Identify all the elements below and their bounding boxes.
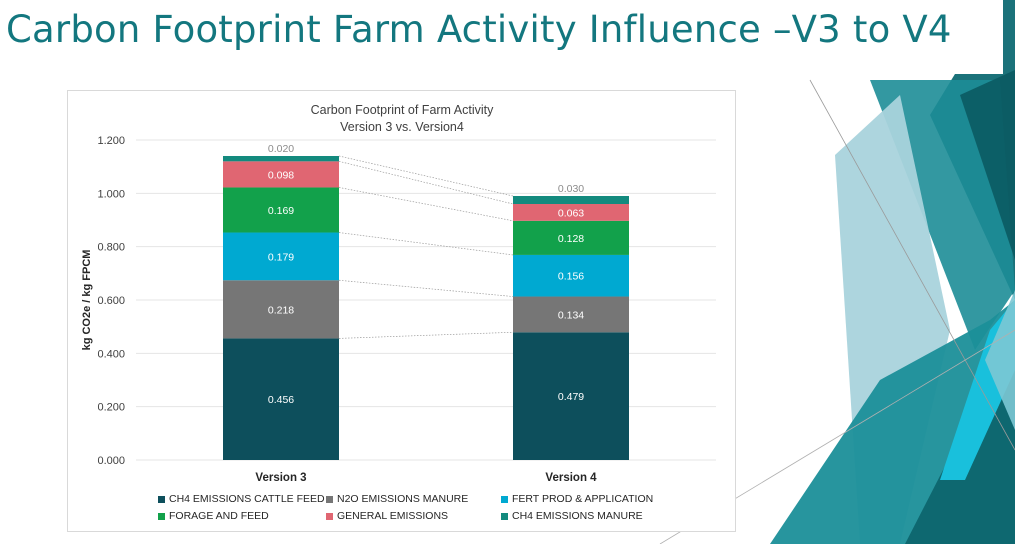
legend-item: FORAGE AND FEED — [158, 510, 269, 522]
chart-subtitle: Version 3 vs. Version4 — [340, 120, 464, 134]
legend-swatch — [326, 512, 333, 520]
data-label: 0.030 — [558, 183, 584, 195]
bar-segment — [223, 187, 339, 233]
data-label: 0.098 — [268, 169, 294, 181]
bar-segment — [513, 204, 629, 221]
bar-segment — [223, 280, 339, 339]
chart-title: Carbon Footprint of Farm Activity — [311, 103, 494, 117]
y-tick-label: 0.200 — [97, 402, 125, 414]
x-category-label: Version 4 — [545, 472, 597, 484]
stacked-bar-chart: Carbon Footprint of Farm Activity Version… — [81, 103, 716, 484]
bar-segment — [223, 338, 339, 460]
legend-item: CH4 EMISSIONS MANURE — [501, 510, 643, 522]
bar-segment — [513, 254, 629, 297]
bar-segment — [513, 196, 629, 204]
data-label: 0.128 — [558, 233, 584, 245]
data-label: 0.169 — [268, 205, 294, 217]
legend-label: FORAGE AND FEED — [169, 510, 269, 522]
deco-shape-light-right — [985, 290, 1015, 430]
legend-item: FERT PROD & APPLICATION — [501, 493, 653, 505]
connector-line — [338, 279, 514, 297]
legend-item: N2O EMISSIONS MANURE — [326, 493, 468, 505]
connector-line — [338, 160, 514, 205]
slide-title: Carbon Footprint Farm Activity Influence… — [6, 8, 952, 51]
legend-swatch — [501, 512, 508, 520]
title-backdrop — [0, 0, 1003, 74]
x-category-label: Version 3 — [255, 472, 306, 484]
bar-segment — [513, 296, 629, 333]
bar-segment — [513, 220, 629, 255]
legend-swatch — [326, 495, 333, 503]
data-label: 0.479 — [558, 391, 584, 403]
connector-line — [338, 155, 514, 197]
data-label: 0.218 — [268, 304, 294, 316]
legend-label: GENERAL EMISSIONS — [337, 510, 449, 522]
data-label: 0.179 — [268, 251, 294, 263]
legend-label: CH4 EMISSIONS MANURE — [512, 510, 643, 522]
connector-line — [338, 187, 514, 222]
y-tick-label: 1.000 — [97, 188, 125, 200]
legend-swatch — [158, 512, 165, 520]
data-label: 0.456 — [268, 394, 294, 406]
y-tick-label: 0.000 — [97, 455, 125, 467]
y-axis-label: kg CO2e / kg FPCM — [81, 250, 93, 351]
connector-line — [338, 331, 514, 339]
data-label: 0.020 — [268, 143, 294, 155]
legend-item: GENERAL EMISSIONS — [326, 510, 448, 522]
legend-label: CH4 EMISSIONS CATTLE FEED — [169, 493, 325, 505]
bar-segment — [223, 156, 339, 162]
legend-swatch — [158, 495, 165, 503]
connector-line — [338, 232, 514, 256]
y-tick-label: 1.200 — [97, 135, 125, 147]
legend-label: FERT PROD & APPLICATION — [512, 493, 654, 505]
y-tick-label: 0.600 — [97, 295, 125, 307]
chart-frame: Carbon Footprint of Farm Activity Version… — [67, 90, 736, 532]
bar-segment — [513, 332, 629, 460]
data-label: 0.134 — [558, 309, 584, 321]
bar-segment — [223, 161, 339, 188]
deco-line-1 — [809, 79, 1015, 451]
y-tick-label: 0.400 — [97, 348, 125, 360]
legend-item: CH4 EMISSIONS CATTLE FEED — [158, 493, 325, 505]
data-label: 0.063 — [558, 207, 584, 219]
data-label: 0.156 — [558, 271, 584, 283]
legend-swatch — [501, 495, 508, 503]
legend-label: N2O EMISSIONS MANURE — [337, 493, 469, 505]
bar-segment — [223, 232, 339, 281]
y-tick-label: 0.800 — [97, 242, 125, 254]
deco-shape-dark-right — [960, 70, 1015, 260]
